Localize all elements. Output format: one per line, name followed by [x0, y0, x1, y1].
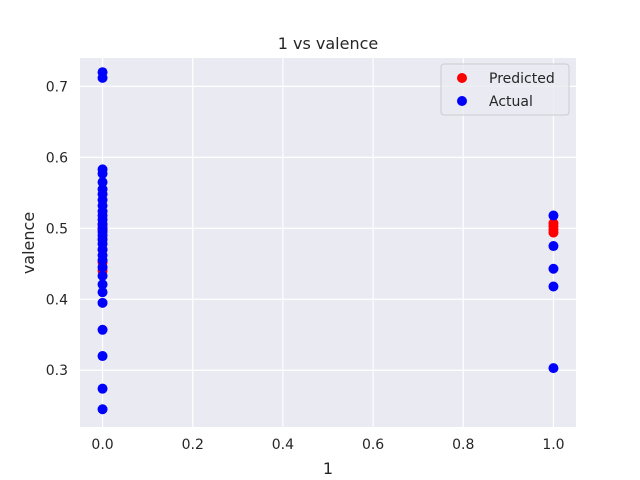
x-axis-label: 1: [323, 459, 333, 478]
actual-point: [548, 263, 559, 274]
y-tick-labels: 0.3 0.4 0.5 0.6 0.7: [46, 79, 68, 379]
x-tick-labels: 0.0 0.2 0.4 0.6 0.8 1.0: [91, 437, 564, 453]
legend: Predicted Actual: [440, 63, 570, 116]
y-gridlines: [80, 85, 576, 371]
y-tick-label: 0.5: [46, 221, 68, 237]
actual-point: [97, 404, 108, 415]
actual-point: [97, 324, 108, 335]
x-tick-label: 0.6: [362, 437, 384, 453]
legend-box: [440, 63, 570, 116]
actual-point: [97, 351, 108, 362]
actual-point: [548, 210, 559, 221]
actual-point: [548, 241, 559, 252]
x-tick-label: 0.0: [91, 437, 113, 453]
y-tick-label: 0.3: [46, 363, 68, 379]
actual-point: [97, 168, 108, 179]
legend-label-actual: Actual: [489, 94, 533, 110]
x-tick-label: 0.4: [272, 437, 294, 453]
y-axis-label: valence: [19, 212, 38, 274]
actual-point: [97, 297, 108, 308]
x-tick-label: 0.2: [182, 437, 204, 453]
actual-point: [97, 255, 108, 266]
actual-point: [548, 363, 559, 374]
legend-label-predicted: Predicted: [489, 71, 555, 87]
actual-point: [97, 270, 108, 281]
y-tick-label: 0.7: [46, 79, 68, 95]
actual-point: [97, 72, 108, 83]
actual-point: [97, 383, 108, 394]
actual-point: [97, 279, 108, 290]
x-tick-label: 1.0: [542, 437, 564, 453]
legend-marker-actual: [457, 96, 467, 106]
legend-marker-predicted: [457, 73, 467, 83]
chart-title: 1 vs valence: [278, 34, 379, 53]
x-tick-label: 0.8: [452, 437, 474, 453]
actual-point: [97, 287, 108, 298]
plot-area: [80, 58, 576, 427]
actual-point: [97, 177, 108, 188]
series-actual: [97, 67, 559, 415]
predicted-point: [548, 218, 559, 229]
actual-point: [548, 281, 559, 292]
y-tick-label: 0.6: [46, 150, 68, 166]
actual-point: [97, 262, 108, 273]
y-tick-label: 0.4: [46, 292, 68, 308]
